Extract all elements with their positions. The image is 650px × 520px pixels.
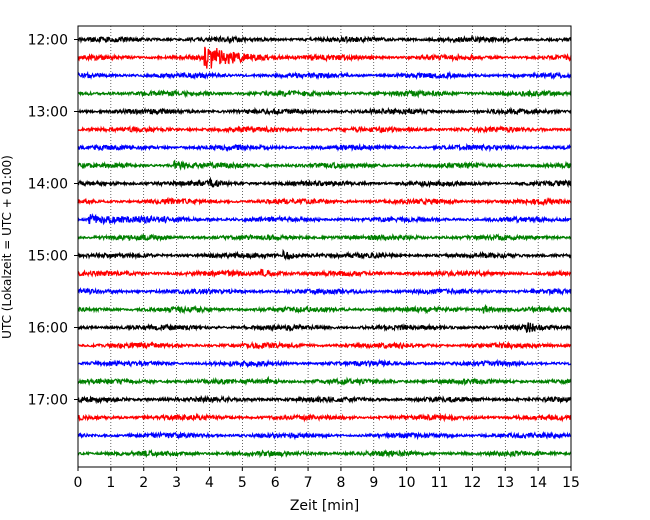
trace-1515: [77, 268, 572, 278]
trace-1245: [77, 88, 572, 99]
trace-1430: [77, 213, 572, 226]
trace-1545: [77, 303, 572, 315]
trace-1315: [77, 124, 572, 134]
x-tick-label: 14: [529, 475, 547, 491]
x-tick-label: 12: [463, 475, 481, 491]
y-tick-label: 12:00: [28, 33, 68, 49]
x-tick-label: 11: [431, 475, 449, 491]
trace-1500: [77, 248, 572, 261]
trace-1445: [77, 233, 572, 242]
trace-1230: [77, 70, 572, 81]
x-axis-label: Zeit [min]: [290, 498, 359, 514]
y-tick-label: 16:00: [28, 321, 68, 337]
y-tick-label: 13:00: [28, 105, 68, 121]
trace-1715: [77, 412, 572, 423]
trace-1600: [77, 322, 572, 334]
trace-1215: [77, 46, 572, 69]
trace-series: [77, 34, 572, 459]
x-tick-label: 6: [271, 475, 280, 491]
x-tick-label: 2: [139, 475, 148, 491]
trace-1730: [77, 430, 572, 441]
trace-1630: [77, 358, 572, 369]
trace-1345: [77, 159, 572, 171]
x-tick-label: 13: [496, 475, 514, 491]
trace-1745: [77, 448, 572, 459]
x-tick-label: 7: [304, 475, 313, 491]
trace-1615: [77, 340, 572, 351]
y-tick-label: 17:00: [28, 393, 68, 409]
y-tick-label: 15:00: [28, 249, 68, 265]
x-ticks: 0 1 2 3 4 5 6 7 8 9 10 11 12 13 14 15: [74, 467, 580, 491]
trace-1200: [77, 34, 572, 45]
y-axis-label: UTC (Lokalzeit = UTC + 01:00): [0, 155, 14, 339]
plot-frame: [77, 25, 572, 468]
x-tick-label: 5: [238, 475, 247, 491]
x-tick-label: 10: [398, 475, 416, 491]
trace-1645: [77, 375, 572, 387]
x-tick-label: 0: [74, 475, 83, 491]
x-tick-label: 1: [106, 475, 115, 491]
x-tick-label: 9: [369, 475, 378, 491]
y-ticks: 12:00 13:00 14:00 15:00 16:00 17:00: [28, 33, 78, 409]
x-tick-label: 8: [336, 475, 345, 491]
y-tick-label: 14:00: [28, 177, 68, 193]
x-tick-label: 15: [562, 475, 580, 491]
trace-1400: [77, 176, 572, 189]
trace-1415: [77, 196, 572, 207]
x-tick-label: 4: [205, 475, 214, 491]
trace-1530: [77, 286, 572, 297]
trace-1300: [77, 106, 572, 117]
x-tick-label: 3: [172, 475, 181, 491]
trace-1700: [77, 394, 572, 405]
trace-1330: [77, 142, 572, 153]
